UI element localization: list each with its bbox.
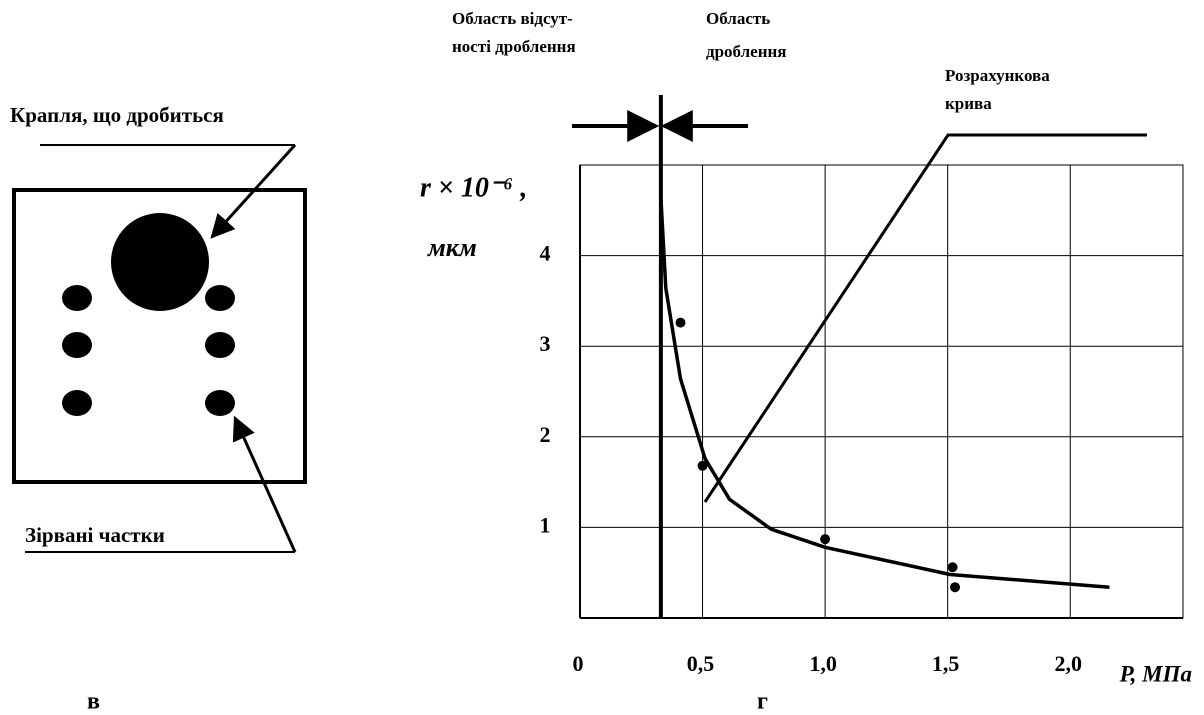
leader (705, 135, 1147, 502)
y-tick-label: 3 (540, 331, 551, 356)
data-point (676, 318, 686, 328)
annotation: Область відсут- (452, 9, 573, 28)
drop (111, 213, 209, 311)
drop-label: Крапля, що дробиться (10, 103, 224, 127)
x-tick-label: 0 (573, 651, 584, 676)
x-tick-label: 1,5 (932, 651, 960, 676)
annotation: ності дроблення (452, 37, 576, 56)
panel-label: в (87, 689, 100, 715)
data-point (698, 461, 708, 471)
data-point (948, 562, 958, 572)
x-tick-label: 2,0 (1054, 651, 1082, 676)
annotation: Область (706, 9, 770, 28)
data-point (950, 582, 960, 592)
data-point (820, 534, 830, 544)
y-tick-label: 1 (540, 512, 551, 537)
x-tick-label: 0,5 (687, 651, 715, 676)
figure: Крапля, що дробиться Зірвані частки в Об… (0, 0, 1204, 715)
annotation: Розрахункова (945, 66, 1050, 85)
annotation: дроблення (706, 42, 787, 61)
y-axis-label: r × 10⁻⁶ , (420, 172, 527, 203)
y-axis-label: мкм (427, 233, 477, 262)
y-tick-label: 2 (540, 422, 551, 447)
diagram: Крапля, що дробиться Зірвані частки в (10, 103, 305, 715)
particles-label: Зірвані частки (25, 523, 165, 547)
annotation: крива (945, 94, 992, 113)
arrow (235, 418, 295, 552)
x-tick-label: 1,0 (809, 651, 837, 676)
x-axis-label: P, МПа (1119, 661, 1192, 686)
y-tick-label: 4 (540, 241, 551, 266)
panel-label: г (757, 689, 768, 715)
